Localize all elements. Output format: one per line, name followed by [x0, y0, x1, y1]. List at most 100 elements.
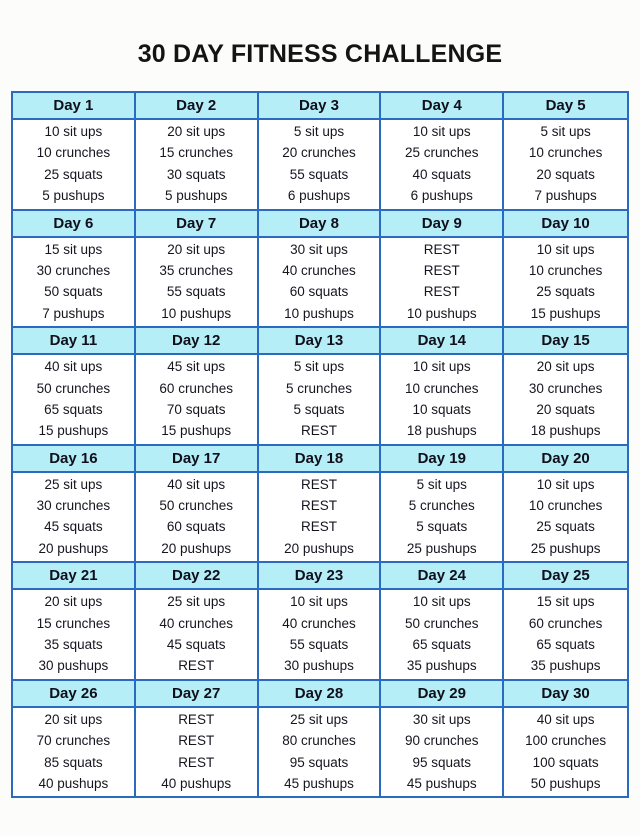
exercise-item: 25 sit ups — [290, 711, 348, 727]
day-cell: 15 sit ups 60 crunches 65 squats 35 pushups — [504, 590, 627, 679]
day-header: Day 27 — [136, 680, 259, 706]
exercise-item: REST — [423, 262, 460, 278]
day-header: Day 21 — [13, 563, 136, 589]
day-header: Day 20 — [541, 449, 590, 467]
exercise-item: 10 sit ups — [412, 359, 471, 375]
exercise-item: 7 pushups — [42, 305, 105, 321]
exercise-item: 30 sit ups — [290, 241, 348, 257]
day-header: Day 22 — [136, 563, 259, 589]
day-header: Day 9 — [381, 210, 505, 236]
exercise-item: 10 crunches — [405, 380, 479, 396]
exercise-item: 70 squats — [166, 401, 226, 417]
exercise-item: 5 squats — [293, 401, 345, 417]
day-header: Day 2 — [136, 93, 259, 118]
exercise-item: 20 sit ups — [44, 711, 103, 727]
exercise-item: 80 crunches — [282, 733, 356, 749]
exercise-item: 60 squats — [166, 519, 226, 535]
exercise-item: 25 pushups — [406, 540, 477, 556]
day-cell: 25 sit ups 30 crunches 45 squats 20 pushups — [13, 472, 136, 562]
day-header: Day 8 — [259, 210, 382, 236]
exercise-item: 40 pushups — [161, 775, 232, 791]
day-cell: 10 sit ups 10 crunches 10 squats 18 pushups — [381, 355, 505, 444]
exercise-item: 95 squats — [412, 754, 472, 770]
exercise-item: 35 crunches — [159, 262, 233, 278]
day-body-row: 40 sit ups 50 crunches 65 squats 15 pushups… — [13, 355, 627, 444]
day-header: Day 6 — [13, 210, 136, 236]
exercise-item: 90 crunches — [405, 733, 479, 749]
exercise-item: 45 sit ups — [167, 359, 226, 375]
day-header: Day 23 — [259, 563, 382, 589]
day-header: Day 17 — [136, 445, 259, 471]
day-cell: 25 sit ups 40 crunches 45 squats REST — [136, 590, 259, 679]
day-cell: 30 sit ups 40 crunches 60 squats 10 pushups — [259, 237, 382, 327]
exercise-item: 5 crunches — [285, 380, 353, 396]
exercise-item: REST — [178, 754, 215, 770]
day-cell: 5 sit ups 5 crunches 5 squats 25 pushups — [381, 472, 505, 562]
week-block: Day 26 Day 27 Day 28 Day 29 Day 30 20 sit ups… — [13, 678, 627, 797]
day-cell: 10 sit ups 10 crunches 25 squats 25 pushups — [504, 473, 627, 562]
exercise-item: 20 squats — [536, 166, 595, 182]
day-cell: 45 sit ups 60 crunches 70 squats 15 pushups — [136, 355, 259, 444]
exercise-item: 10 pushups — [284, 305, 354, 321]
day-body-row: 15 sit ups 30 crunches 50 squats 7 pushups 2… — [13, 237, 627, 327]
week-block: Day 1 Day 2 Day 3 Day 4 Day 5 10 sit ups 10 cr… — [13, 93, 627, 209]
day-body-row: 10 sit ups 10 crunches 25 squats 5 pushups 2… — [13, 120, 627, 209]
exercise-item: 40 crunches — [159, 615, 233, 631]
day-header: Day 15 — [541, 332, 590, 350]
exercise-item: 10 crunches — [528, 145, 603, 161]
exercise-item: 10 sit ups — [412, 594, 471, 610]
exercise-item: 50 crunches — [405, 615, 479, 631]
exercise-item: 60 crunches — [528, 615, 603, 631]
exercise-item: 55 squats — [166, 284, 226, 300]
exercise-item: 5 sit ups — [416, 476, 467, 492]
day-header-row: Day 6 Day 7 Day 8 Day 9 Day 10 — [13, 210, 627, 238]
exercise-item: 45 squats — [44, 519, 103, 535]
day-header-row: Day 16 Day 17 Day 18 Day 19 Day 20 — [13, 445, 627, 473]
exercise-item: REST — [178, 733, 215, 749]
exercise-item: 5 pushups — [42, 188, 105, 204]
exercise-item: 65 squats — [44, 401, 103, 417]
exercise-item: 10 crunches — [36, 145, 111, 161]
exercise-item: 20 crunches — [282, 145, 356, 161]
exercise-item: 70 crunches — [36, 733, 111, 749]
exercise-item: 20 sit ups — [536, 359, 595, 375]
challenge-table: Day 1 Day 2 Day 3 Day 4 Day 5 10 sit ups 10 cr… — [11, 91, 629, 799]
exercise-item: REST — [300, 498, 337, 514]
exercise-item: 15 sit ups — [536, 594, 595, 610]
day-header-row: Day 26 Day 27 Day 28 Day 29 Day 30 — [13, 680, 627, 708]
exercise-item: 10 sit ups — [536, 241, 595, 257]
exercise-item: 20 sit ups — [167, 241, 226, 257]
day-header: Day 25 — [541, 567, 590, 585]
exercise-item: 15 crunches — [36, 615, 111, 631]
day-header: Day 13 — [259, 328, 382, 354]
day-header: Day 24 — [381, 563, 505, 589]
page-title: 30 DAY FITNESS CHALLENGE — [137, 40, 503, 68]
day-header: Day 26 — [13, 680, 136, 706]
exercise-item: 20 sit ups — [44, 594, 103, 610]
exercise-item: 10 crunches — [528, 262, 603, 278]
day-header: Day 19 — [381, 445, 505, 471]
day-cell: 10 sit ups 10 crunches 25 squats 15 pushups — [504, 238, 627, 327]
day-header-row: Day 1 Day 2 Day 3 Day 4 Day 5 — [13, 93, 627, 120]
exercise-item: 15 crunches — [159, 145, 233, 161]
day-header: Day 11 — [13, 328, 136, 354]
day-header: Day 18 — [259, 445, 382, 471]
day-cell: 20 sit ups 30 crunches 20 squats 18 pushups — [504, 355, 627, 444]
exercise-item: 40 sit ups — [536, 711, 595, 727]
day-body-row: 25 sit ups 30 crunches 45 squats 20 pushups… — [13, 472, 627, 562]
exercise-item: 5 pushups — [165, 188, 228, 204]
exercise-item: 5 sit ups — [540, 124, 591, 139]
exercise-item: 30 crunches — [36, 498, 111, 514]
exercise-item: 7 pushups — [534, 188, 597, 204]
day-header-row: Day 11 Day 12 Day 13 Day 14 Day 15 — [13, 328, 627, 356]
exercise-item: REST — [423, 241, 460, 257]
exercise-item: 10 sit ups — [536, 476, 595, 492]
exercise-item: 18 pushups — [530, 423, 601, 439]
exercise-item: 100 squats — [532, 754, 599, 770]
day-cell: REST REST REST 40 pushups — [136, 707, 259, 797]
exercise-item: 30 pushups — [38, 658, 109, 674]
exercise-item: 35 pushups — [530, 658, 601, 674]
exercise-item: REST — [300, 476, 337, 492]
exercise-item: 5 crunches — [408, 498, 475, 514]
